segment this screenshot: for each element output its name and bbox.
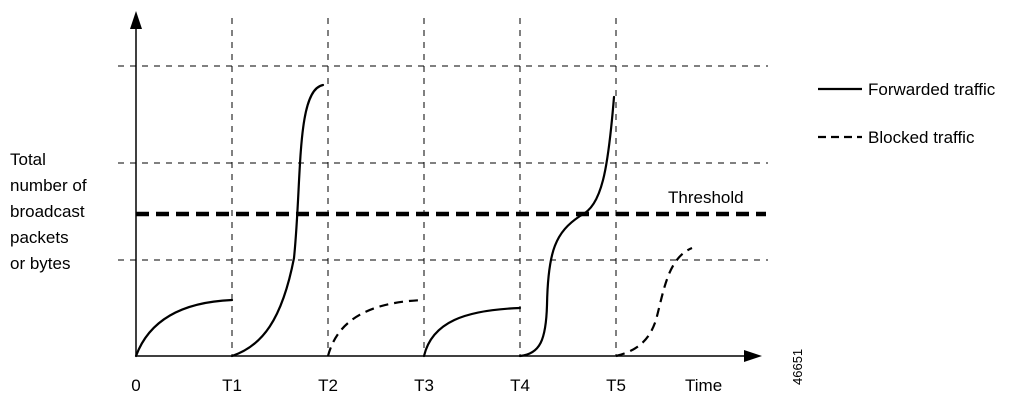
blocked-curve-t5-end <box>615 246 693 358</box>
x-tick-t3: T3 <box>414 376 434 395</box>
y-axis-label: Total number of broadcast packets or byt… <box>10 150 87 273</box>
legend-forwarded-label: Forwarded traffic <box>868 80 996 99</box>
forwarded-curve-t4-t5 <box>518 95 616 358</box>
x-tick-t5: T5 <box>606 376 626 395</box>
legend-blocked-label: Blocked traffic <box>868 128 975 147</box>
blocked-traffic-curves <box>326 246 693 358</box>
figure-id: 46651 <box>790 349 805 385</box>
x-tick-t2: T2 <box>318 376 338 395</box>
y-axis-label-line-5: or bytes <box>10 254 70 273</box>
vertical-gridlines <box>231 18 617 356</box>
forwarded-curve-t1-t2 <box>230 83 325 358</box>
y-axis-label-line-3: broadcast <box>10 202 85 221</box>
x-axis-label: Time <box>685 376 722 395</box>
x-tick-t4: T4 <box>510 376 530 395</box>
threshold-label: Threshold <box>668 188 744 207</box>
blocked-curve-t2-t3 <box>326 298 425 357</box>
axes <box>135 24 748 357</box>
x-axis-arrow-icon <box>744 350 762 362</box>
y-axis-label-line-4: packets <box>10 228 69 247</box>
y-axis-label-line-2: number of <box>10 176 87 195</box>
forwarded-traffic-curves <box>134 83 616 358</box>
x-tick-0: 0 <box>131 376 140 395</box>
forwarded-curve-t3-t4 <box>422 306 522 358</box>
x-tick-t1: T1 <box>222 376 242 395</box>
forwarded-curve-0-t1 <box>134 298 234 358</box>
y-axis-label-line-1: Total <box>10 150 46 169</box>
x-tick-labels: 0 T1 T2 T3 T4 T5 <box>131 376 626 395</box>
legend: Forwarded traffic Blocked traffic <box>818 80 996 147</box>
horizontal-gridlines <box>118 65 768 261</box>
y-axis-arrow-icon <box>130 11 142 29</box>
